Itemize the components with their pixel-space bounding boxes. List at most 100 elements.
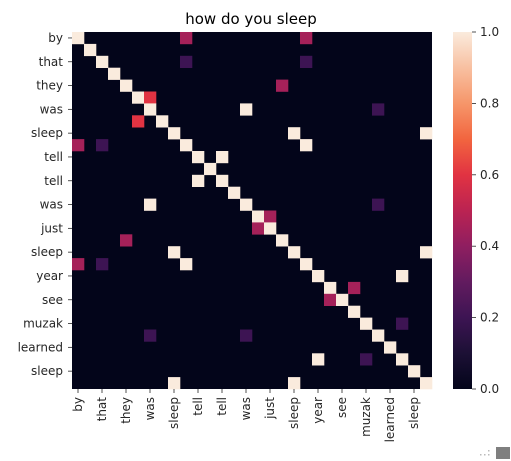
heatmap-cell [144, 91, 157, 104]
heatmap-cell [192, 174, 205, 187]
heatmap-cell [396, 317, 409, 330]
x-tick-label: tell [215, 397, 229, 416]
colorbar-tick-label: 1.0 [480, 25, 499, 39]
heatmap-cell [372, 198, 385, 211]
heatmap-cell [156, 115, 169, 128]
y-axis-labels: by that they was sleep tell tell was just sleep ye… [18, 31, 72, 378]
heatmap-cell [72, 139, 85, 152]
x-tick-label: was [143, 397, 157, 420]
colorbar-tick-label: 0.2 [480, 311, 499, 325]
heatmap-cell [372, 103, 385, 116]
x-tick-label: muzak [359, 397, 373, 437]
heatmap-cell [228, 186, 241, 199]
heatmap-cell [420, 127, 433, 140]
heatmap-cell [360, 317, 373, 330]
y-tick-label: was [40, 102, 63, 116]
heatmap-area [72, 32, 433, 390]
y-tick-label: by [48, 31, 63, 45]
x-tick-label: that [95, 397, 109, 422]
heatmap-cell [288, 246, 301, 259]
heatmap-cell [96, 55, 109, 68]
x-axis-labels: by that they was sleep tell tell was just sleep ye… [71, 389, 421, 442]
heatmap-cell [240, 198, 253, 211]
y-tick-label: tell [44, 174, 63, 188]
y-tick-label: see [42, 293, 63, 307]
heatmap-cell [348, 281, 361, 295]
heatmap-cell [216, 151, 229, 164]
y-tick-label: year [36, 269, 63, 283]
heatmap-cell [168, 377, 181, 390]
heatmap-cell [180, 55, 193, 68]
y-tick-label: learned [18, 340, 63, 354]
heatmap-cell [180, 258, 193, 271]
x-tick-label: sleep [167, 397, 181, 429]
heatmap-cell [252, 210, 265, 223]
heatmap-cell [192, 151, 205, 164]
colorbar-tick-label: 0.6 [480, 168, 499, 182]
x-tick-label: by [71, 397, 85, 412]
y-tick-label: tell [44, 150, 63, 164]
y-tick-label: sleep [31, 364, 63, 378]
y-tick-label: muzak [23, 317, 63, 331]
heatmap-cell [300, 139, 313, 152]
heatmap-cell [396, 270, 409, 283]
heatmap-cell [168, 246, 181, 259]
x-tick-label: tell [191, 397, 205, 416]
heatmap-cell [372, 329, 385, 342]
heatmap-cell [276, 79, 289, 92]
x-tick-label: year [311, 397, 325, 424]
heatmap-cell [144, 198, 157, 211]
heatmap-cell [168, 127, 181, 140]
heatmap-cell [312, 270, 325, 283]
colorbar-tick-label: 0.8 [480, 96, 499, 110]
heatmap-cell [96, 139, 109, 152]
heatmap-cell [96, 258, 109, 271]
x-tick-label: just [263, 397, 277, 420]
y-tick-label: that [39, 55, 64, 69]
heatmap-cell [72, 32, 85, 45]
heatmap-cell [132, 115, 145, 128]
heatmap-cell [360, 353, 373, 366]
heatmap-cell [324, 281, 337, 295]
heatmap-cell [240, 103, 253, 116]
x-tick-label: they [119, 397, 133, 424]
heatmap-cell [420, 246, 433, 259]
heatmap-cell [396, 353, 409, 366]
colorbar-ticks: 0.0 0.2 0.4 0.6 0.8 1.0 [472, 25, 499, 396]
heatmap-cell [348, 305, 361, 318]
heatmap-cell [120, 79, 133, 92]
colorbar-tick-label: 0.0 [480, 382, 499, 396]
heatmap-cell [84, 43, 97, 57]
heatmap-cell [288, 127, 301, 140]
heatmap-cell [144, 103, 157, 116]
heatmap-cell [264, 210, 277, 223]
x-tick-label: sleep [407, 397, 421, 429]
colorbar [453, 32, 472, 389]
heatmap-cell [300, 258, 313, 271]
x-tick-label: see [335, 397, 349, 418]
heatmap-cell [120, 234, 133, 247]
heatmap-cell [408, 365, 421, 378]
x-tick-label: learned [383, 397, 397, 442]
y-tick-label: sleep [31, 245, 63, 259]
heatmap-cell [264, 222, 277, 235]
heatmap-cell [72, 258, 85, 271]
heatmap-cell [216, 174, 229, 187]
y-tick-label: sleep [31, 126, 63, 140]
x-tick-label: sleep [287, 397, 301, 429]
x-tick-label: was [239, 397, 253, 420]
y-tick-label: just [40, 221, 63, 235]
colorbar-tick-label: 0.4 [480, 239, 499, 253]
y-tick-label: was [40, 198, 63, 212]
heatmap-cell [288, 377, 301, 390]
heatmap-cell [300, 32, 313, 45]
heatmap-cell [312, 353, 325, 366]
chart-title: how do you sleep [185, 10, 316, 28]
heatmap-cell [132, 91, 145, 104]
heatmap-cell [252, 222, 265, 235]
heatmap-cell [204, 162, 217, 176]
heatmap-cell [108, 67, 121, 80]
heatmap-cell [180, 139, 193, 152]
heatmap-cell [420, 377, 433, 390]
